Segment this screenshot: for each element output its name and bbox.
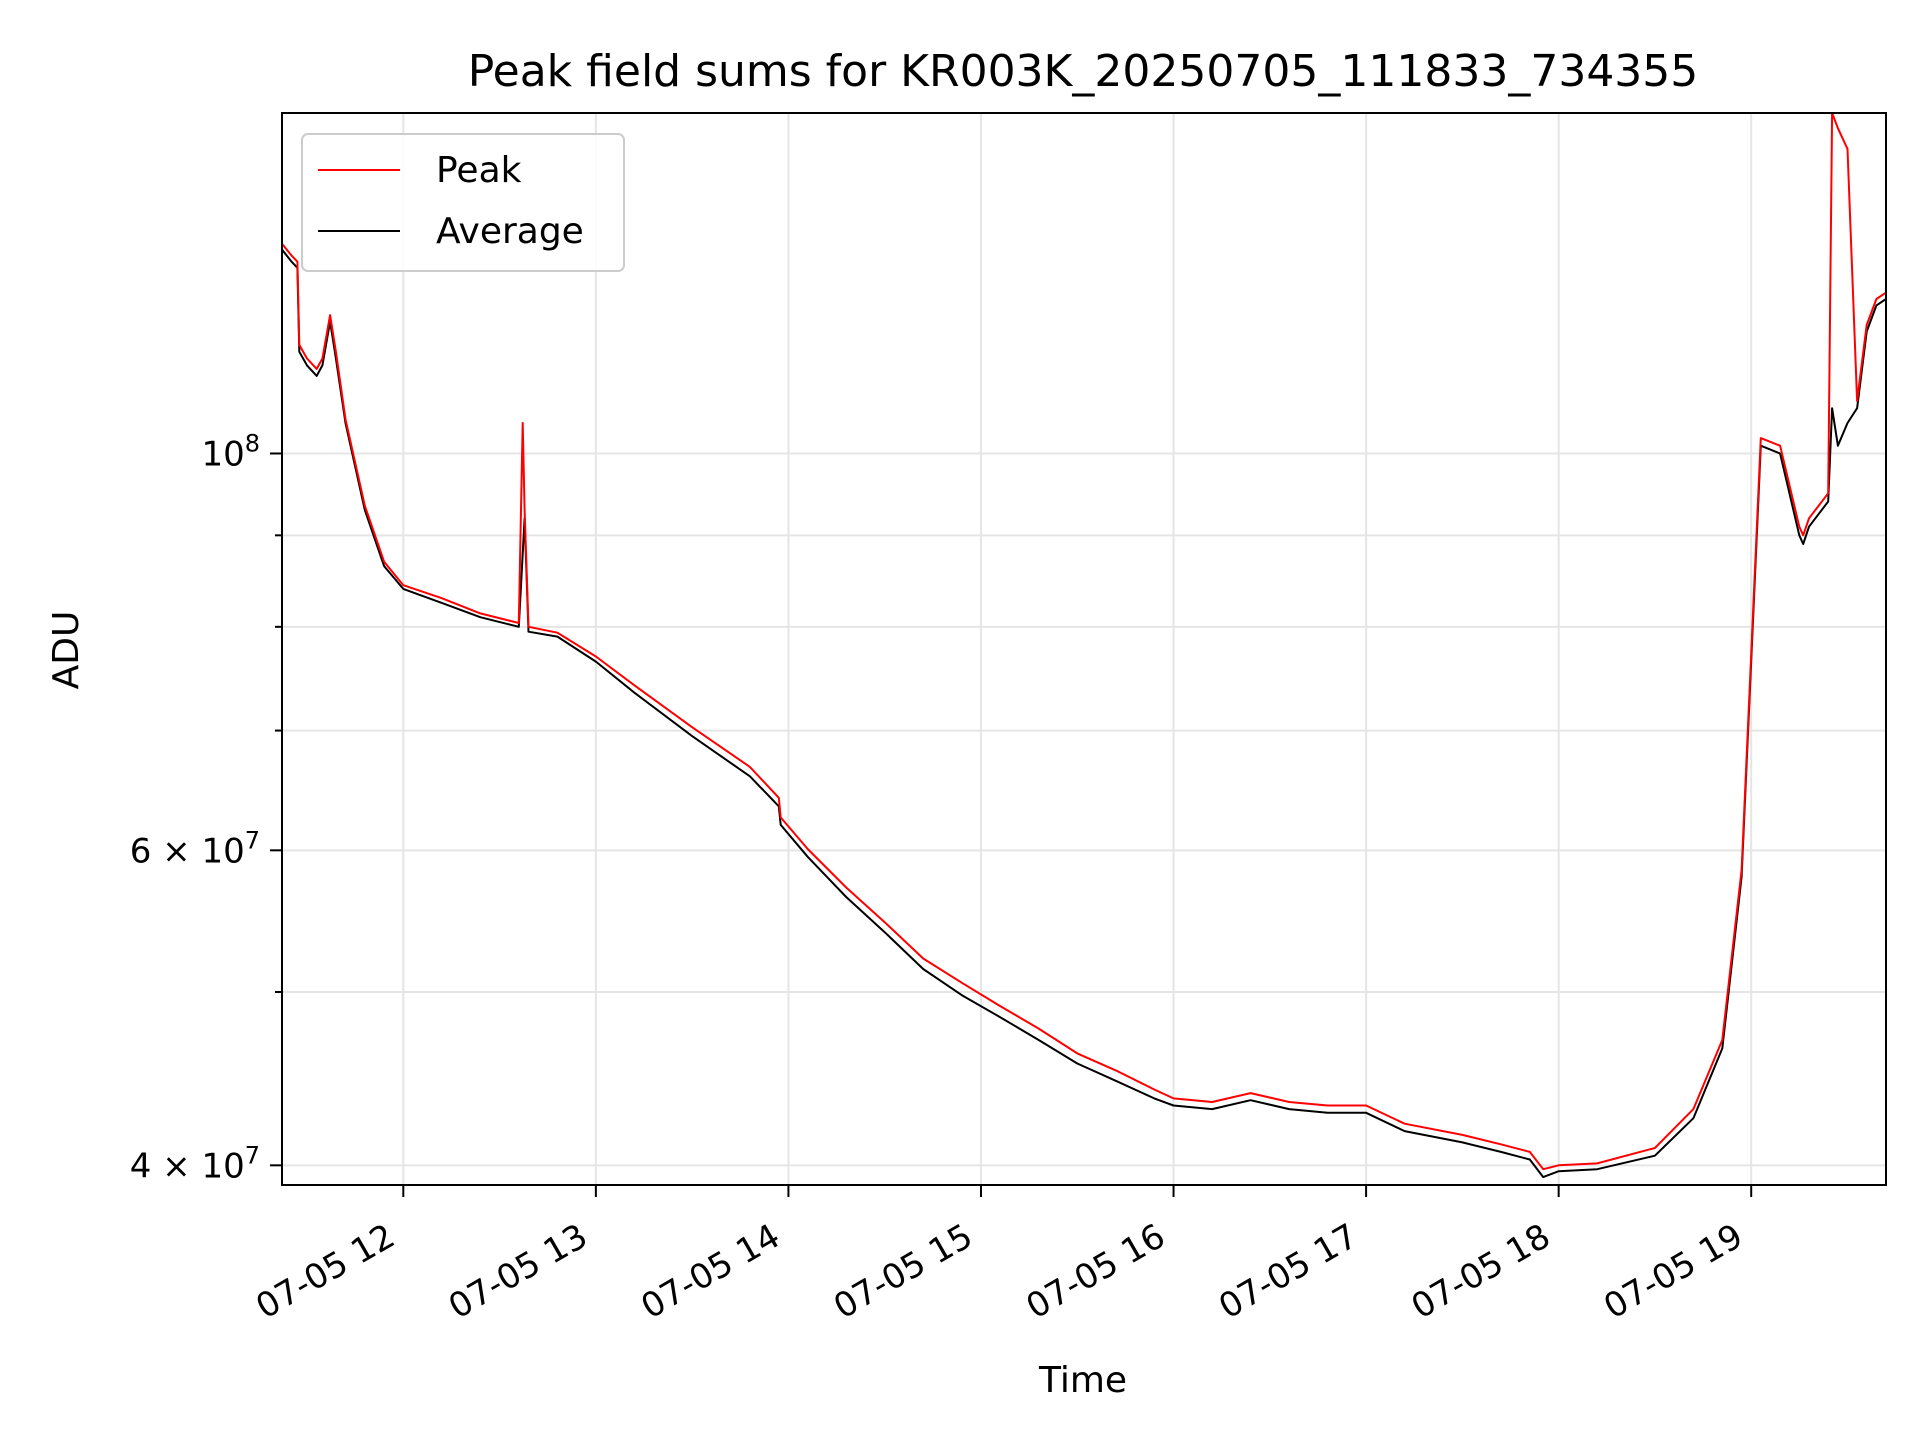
y-tick-label-2: 108 [201,429,260,474]
y-tick-label-0: 4 × 107 [130,1141,260,1186]
legend-label-average: Average [436,211,584,252]
series-line-average [281,248,1887,1179]
x-tick-label-2: 07-05 14 [635,1216,787,1327]
grid-layer [282,113,1886,1185]
legend-box [301,133,625,272]
x-tick-label-4: 07-05 16 [1020,1216,1172,1327]
x-tick-label-1: 07-05 13 [442,1216,594,1327]
series-layer [281,112,1887,1179]
plot-frame [281,112,1887,1186]
x-axis-label: Time [1038,1360,1127,1401]
x-tick-label-0: 07-05 12 [249,1216,401,1327]
chart-title: Peak field sums for KR003K_20250705_1118… [468,46,1699,97]
x-tick-label-7: 07-05 19 [1597,1216,1749,1327]
y-tick-label-1: 6 × 107 [130,826,260,871]
legend: Peak Average [301,133,625,272]
x-tick-label-6: 07-05 18 [1405,1216,1557,1327]
ticks-layer: 07-05 12 07-05 13 07-05 14 07-05 15 07-05 16… [130,429,1753,1327]
legend-label-peak: Peak [436,150,522,191]
y-axis-label: ADU [46,611,87,690]
x-tick-label-5: 07-05 17 [1212,1216,1364,1327]
series-line-peak [281,112,1887,1171]
x-tick-label-3: 07-05 15 [827,1216,979,1327]
